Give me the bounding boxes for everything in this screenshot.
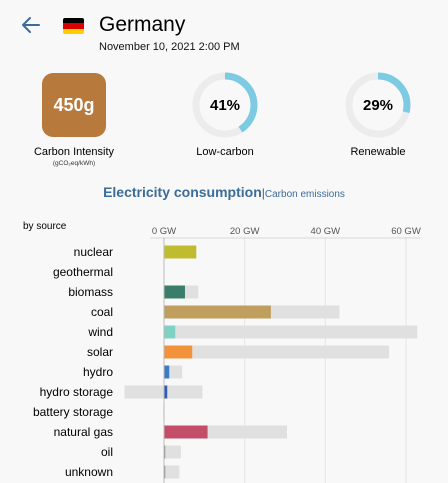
capacity-bar bbox=[164, 445, 181, 459]
category-label: natural gas bbox=[54, 425, 113, 439]
carbon-intensity-label: Carbon Intensity bbox=[33, 146, 115, 158]
capacity-bar bbox=[164, 465, 180, 479]
carbon-intensity-badge: 450g bbox=[42, 73, 106, 137]
carbon-intensity-unit: (gCO₂eq/kWh) bbox=[52, 160, 96, 167]
x-tick-label: 40 GW bbox=[311, 226, 341, 237]
chart-ylabel: by source bbox=[23, 221, 67, 232]
storage-capacity-bar bbox=[124, 385, 164, 399]
capacity-bar bbox=[164, 345, 390, 359]
category-label: hydro storage bbox=[40, 385, 114, 399]
renewable-value: 29% bbox=[362, 96, 394, 114]
production-bar bbox=[164, 385, 168, 399]
x-tick-label: 60 GW bbox=[391, 226, 421, 237]
category-label: biomass bbox=[68, 285, 113, 299]
renewable-gauge: 29% bbox=[345, 72, 411, 138]
tab-carbon-emissions[interactable]: Carbon emissions bbox=[264, 189, 345, 200]
gauge-fill bbox=[345, 72, 411, 138]
tab-electricity-consumption[interactable]: Electricity consumption bbox=[103, 184, 262, 200]
low-carbon-value: 41% bbox=[209, 96, 241, 114]
capacity-bar bbox=[164, 325, 418, 339]
x-tick-label: 0 GW bbox=[152, 226, 176, 237]
production-bar bbox=[164, 285, 185, 299]
low-carbon-gauge: 41% bbox=[192, 72, 258, 138]
renewable-label: Renewable bbox=[350, 146, 406, 158]
category-label: oil bbox=[101, 445, 113, 459]
category-label: unknown bbox=[65, 465, 113, 479]
arrow-left-icon[interactable] bbox=[20, 14, 42, 36]
chart-tabs: Electricity consumption|Carbon emissions bbox=[0, 184, 448, 202]
low-carbon-label: Low-carbon bbox=[196, 146, 254, 158]
category-label: wind bbox=[87, 325, 113, 339]
category-label: nuclear bbox=[74, 245, 113, 259]
carbon-intensity-value: 450g bbox=[53, 94, 95, 115]
production-bar bbox=[164, 245, 197, 259]
production-bar bbox=[164, 365, 170, 379]
category-label: coal bbox=[91, 305, 113, 319]
capacity-bar bbox=[164, 385, 203, 399]
category-label: battery storage bbox=[33, 405, 113, 419]
category-label: geothermal bbox=[53, 265, 113, 279]
zone-header: Germany November 10, 2021 2:00 PM bbox=[0, 0, 448, 60]
production-bar bbox=[164, 445, 166, 459]
production-chart: 0 GW 20 GW 40 GW 60 GW nuclear geothermal biom… bbox=[33, 226, 421, 483]
zone-name: Germany bbox=[99, 13, 186, 36]
category-label: solar bbox=[87, 345, 113, 359]
production-bar bbox=[164, 305, 271, 319]
production-bar bbox=[164, 325, 176, 339]
germany-flag-icon bbox=[63, 18, 84, 34]
zone-datetime: November 10, 2021 2:00 PM bbox=[99, 41, 240, 53]
tab-separator: | bbox=[261, 186, 265, 200]
gauge-fill bbox=[192, 72, 258, 138]
category-label: hydro bbox=[83, 365, 113, 379]
production-bar bbox=[164, 465, 166, 479]
production-bar bbox=[164, 345, 193, 359]
production-bar bbox=[164, 425, 208, 439]
x-tick-label: 20 GW bbox=[230, 226, 260, 237]
